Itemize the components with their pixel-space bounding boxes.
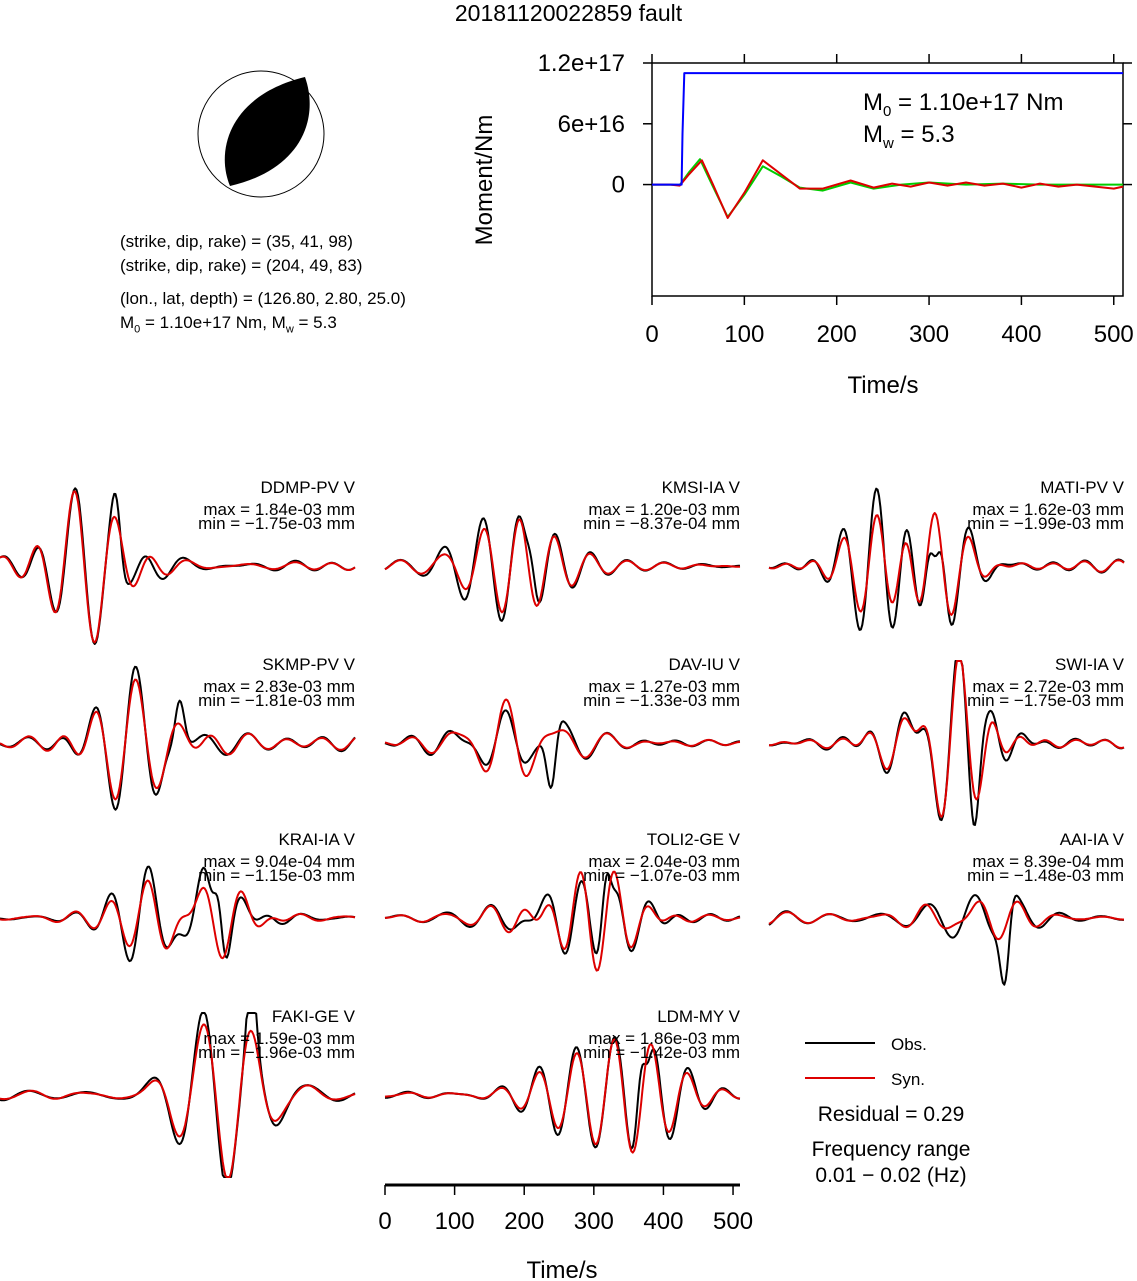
synthetic-trace bbox=[0, 879, 356, 960]
observed-trace bbox=[768, 894, 1124, 986]
station-max: max = 2.04e-03 mm bbox=[588, 852, 740, 871]
station-min: min = −1.33e-03 mm bbox=[583, 691, 740, 710]
moment-annotation-mw: Mw = 5.3 bbox=[863, 121, 955, 152]
station-name: DAV-IU V bbox=[669, 655, 741, 674]
page-title: 20181120022859 fault bbox=[454, 0, 683, 26]
station-min: min = −1.15e-03 mm bbox=[198, 866, 355, 885]
moment-series-line bbox=[652, 159, 1124, 219]
frequency-range-title: Frequency range bbox=[812, 1138, 971, 1161]
waveform-legend: Obs. Syn. Residual = 0.29 Frequency rang… bbox=[805, 1035, 970, 1187]
moment-rate-plot: 0 100 200 300 400 500 1.2e+17 6e+16 0 M0 = 1.10e… bbox=[471, 50, 1134, 399]
station-max: max = 8.39e-04 mm bbox=[972, 852, 1124, 871]
synthetic-trace bbox=[0, 678, 356, 801]
station-name: KRAI-IA V bbox=[278, 830, 355, 849]
synthetic-trace bbox=[384, 698, 741, 777]
waveform-x-tick-label: 0 bbox=[378, 1208, 391, 1235]
station-max: max = 1.84e-03 mm bbox=[203, 500, 355, 519]
synthetic-trace bbox=[0, 490, 356, 644]
station-max: max = 1.86e-03 mm bbox=[588, 1029, 740, 1048]
moment-annotation-m0: M0 = 1.10e+17 Nm bbox=[863, 89, 1063, 120]
station-min: min = −1.99e-03 mm bbox=[967, 514, 1124, 533]
moment-x-tick-label: 400 bbox=[1001, 321, 1041, 348]
station-name: MATI-PV V bbox=[1040, 478, 1124, 497]
synthetic-trace bbox=[768, 900, 1124, 941]
nodal-plane-2: (strike, dip, rake) = (204, 49, 83) bbox=[120, 256, 363, 275]
synthetic-trace bbox=[768, 512, 1125, 616]
moment-plot-frame bbox=[651, 62, 1124, 297]
station-name: FAKI-GE V bbox=[272, 1007, 356, 1026]
station-max: max = 1.62e-03 mm bbox=[972, 500, 1124, 519]
station-min: min = −1.48e-03 mm bbox=[967, 866, 1124, 885]
moment-series-line bbox=[652, 72, 1123, 186]
station-min: min = −1.81e-03 mm bbox=[198, 691, 355, 710]
legend-obs-label: Obs. bbox=[891, 1035, 927, 1054]
observed-trace bbox=[384, 709, 740, 789]
nodal-plane-1: (strike, dip, rake) = (35, 41, 98) bbox=[120, 232, 353, 251]
station-name: TOLI2-GE V bbox=[647, 830, 741, 849]
moment-magnitude-line: M0 = 1.10e+17 Nm, Mw = 5.3 bbox=[120, 313, 337, 336]
moment-y-tick-label: 1.2e+17 bbox=[538, 50, 625, 77]
station-max: max = 2.83e-03 mm bbox=[203, 677, 355, 696]
station-name: SWI-IA V bbox=[1055, 655, 1125, 674]
station-min: min = −1.42e-03 mm bbox=[583, 1043, 740, 1062]
observed-trace bbox=[384, 872, 741, 955]
waveform-x-tick-label: 500 bbox=[713, 1208, 753, 1235]
moment-x-tick-label: 100 bbox=[724, 321, 764, 348]
hypocenter-location: (lon., lat, depth) = (126.80, 2.80, 25.0… bbox=[120, 289, 406, 308]
synthetic-trace bbox=[384, 518, 741, 614]
station-name: KMSI-IA V bbox=[662, 478, 741, 497]
moment-y-tick-label: 0 bbox=[612, 172, 625, 199]
moment-y-tick-label: 6e+16 bbox=[558, 111, 625, 138]
station-name: SKMP-PV V bbox=[262, 655, 355, 674]
synthetic-trace bbox=[384, 870, 741, 972]
station-min: min = −1.07e-03 mm bbox=[583, 866, 740, 885]
station-min: min = −8.37e-04 mm bbox=[583, 514, 740, 533]
station-min: min = −1.75e-03 mm bbox=[198, 514, 355, 533]
station-name: AAI-IA V bbox=[1060, 830, 1125, 849]
station-max: max = 1.27e-03 mm bbox=[588, 677, 740, 696]
station-name: LDM-MY V bbox=[657, 1007, 740, 1026]
waveform-x-tick-label: 200 bbox=[504, 1208, 544, 1235]
station-name: DDMP-PV V bbox=[261, 478, 356, 497]
moment-x-tick-label: 0 bbox=[645, 321, 658, 348]
station-min: min = −1.75e-03 mm bbox=[967, 691, 1124, 710]
waveform-x-axis-label: Time/s bbox=[526, 1257, 597, 1281]
moment-x-tick-label: 500 bbox=[1094, 321, 1134, 348]
waveform-time-axis: Time/s 0 100 200 300 400 500 bbox=[378, 1183, 753, 1281]
legend-syn-label: Syn. bbox=[891, 1070, 925, 1089]
moment-x-tick-label: 200 bbox=[817, 321, 857, 348]
station-max: max = 1.20e-03 mm bbox=[588, 500, 740, 519]
synthetic-trace bbox=[384, 1038, 741, 1154]
waveform-x-tick-label: 100 bbox=[435, 1208, 475, 1235]
moment-y-axis-label: Moment/Nm bbox=[471, 115, 498, 246]
focal-mechanism-beachball bbox=[197, 70, 325, 198]
moment-x-tick-label: 300 bbox=[909, 321, 949, 348]
station-max: max = 2.72e-03 mm bbox=[972, 677, 1124, 696]
frequency-range-value: 0.01 − 0.02 (Hz) bbox=[815, 1164, 966, 1187]
waveform-x-tick-label: 300 bbox=[574, 1208, 614, 1235]
station-min: min = −1.96e-03 mm bbox=[198, 1043, 355, 1062]
moment-x-axis-label: Time/s bbox=[847, 372, 918, 399]
waveform-x-tick-label: 400 bbox=[643, 1208, 683, 1235]
station-max: max = 9.04e-04 mm bbox=[203, 852, 355, 871]
synthetic-trace bbox=[769, 660, 1125, 818]
synthetic-trace bbox=[0, 1023, 356, 1178]
station-max: max = 1.59e-03 mm bbox=[203, 1029, 355, 1048]
residual-text: Residual = 0.29 bbox=[818, 1103, 965, 1126]
